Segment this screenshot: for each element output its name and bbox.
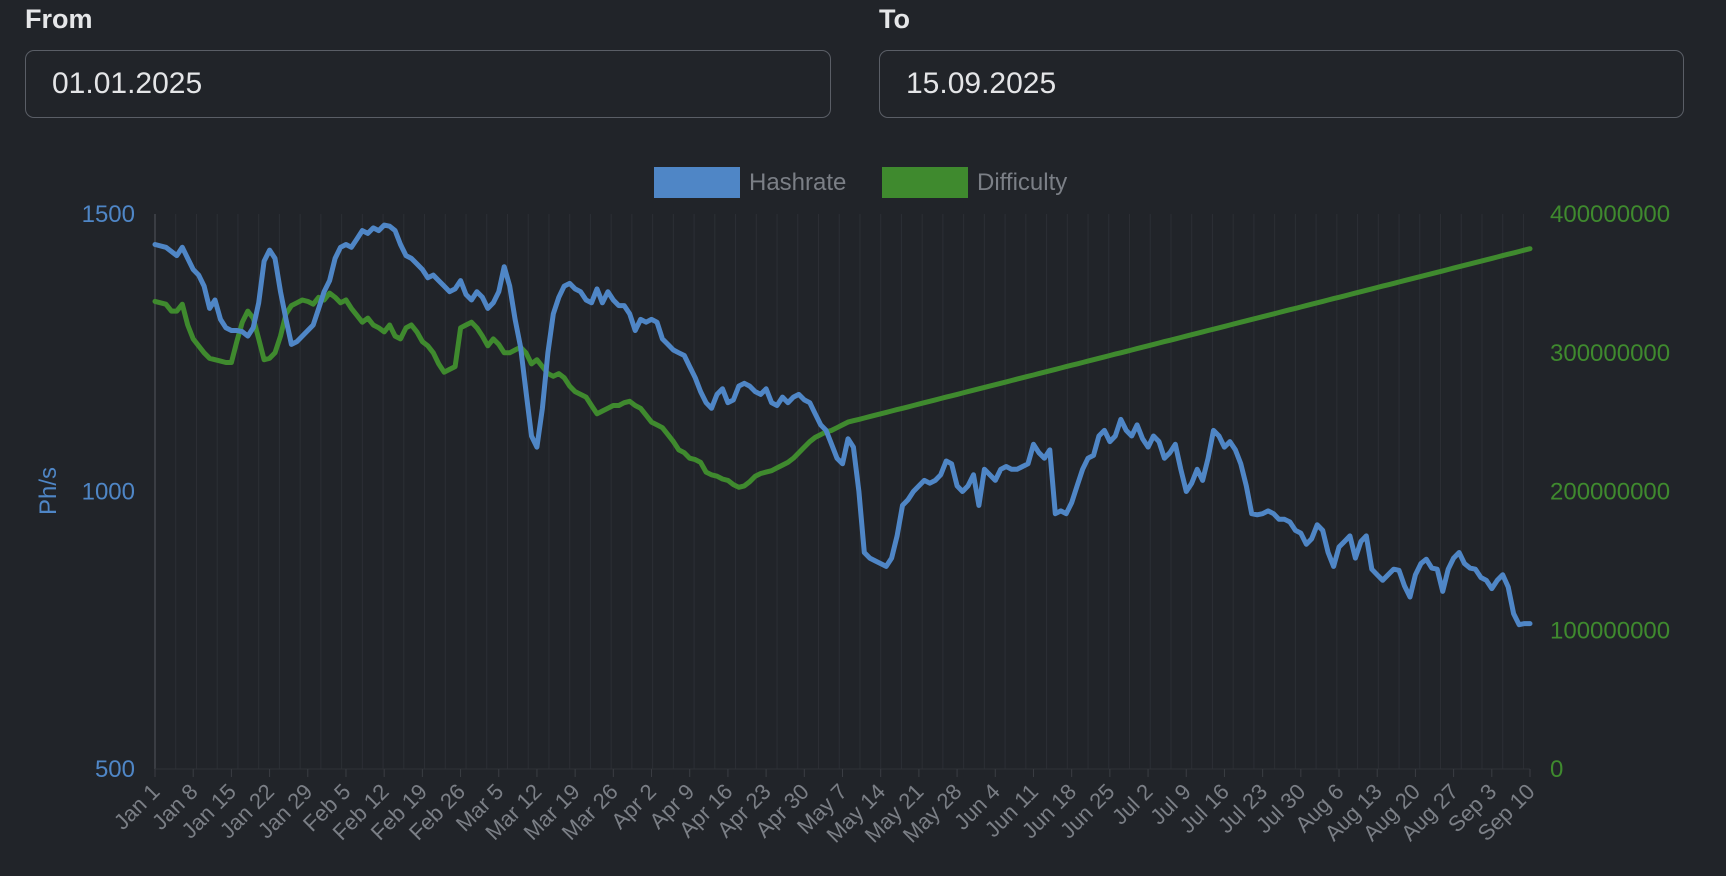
y-right-tick-label: 400000000 <box>1550 201 1670 228</box>
legend-label-hashrate: Hashrate <box>749 169 846 196</box>
legend-swatch-hashrate <box>654 167 740 198</box>
y-right-tick-label: 0 <box>1550 756 1563 783</box>
to-label: To <box>879 4 910 34</box>
y-left-tick-label: 1000 <box>82 479 135 506</box>
from-date-input[interactable] <box>25 50 831 118</box>
x-tick-label: Jul 2 <box>1107 779 1158 830</box>
legend-label-difficulty: Difficulty <box>977 169 1067 196</box>
series-line-difficulty <box>152 246 1533 490</box>
y-right-tick-label: 100000000 <box>1550 617 1670 644</box>
y-right-tick-label: 300000000 <box>1550 340 1670 367</box>
y-left-tick-label: 500 <box>95 756 135 783</box>
legend-swatch-difficulty <box>882 167 968 198</box>
y-left-axis-label: Ph/s <box>35 467 62 515</box>
y-left-tick-label: 1500 <box>82 201 135 228</box>
to-date-input[interactable] <box>879 50 1684 118</box>
series-line-hashrate <box>152 222 1533 628</box>
from-label: From <box>25 4 93 34</box>
y-right-tick-label: 200000000 <box>1550 479 1670 506</box>
